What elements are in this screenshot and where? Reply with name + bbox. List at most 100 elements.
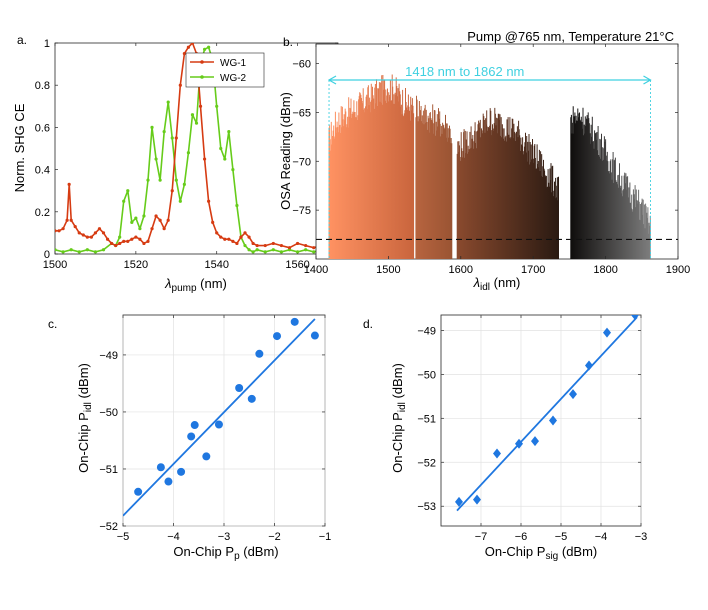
data-point-wg-1: [105, 237, 110, 241]
data-point-circle: [310, 331, 319, 340]
x-tick-label: 1540: [204, 259, 228, 271]
legend-box: [185, 52, 265, 88]
data-point-wg-1: [198, 104, 203, 108]
legend-marker-wg2: [200, 75, 204, 79]
data-point-wg-2: [247, 248, 251, 252]
data-point-wg-1: [89, 235, 93, 239]
data-point-wg-1: [255, 243, 259, 248]
panel-c-points-layer: [134, 317, 319, 496]
data-point-wg-1: [182, 51, 186, 56]
data-point-wg-2: [243, 243, 247, 248]
panel-c-ylabel: On-Chip Pidl (dBm): [76, 363, 94, 473]
panel-c-fit-layer: [123, 318, 316, 517]
data-point-diamond: [631, 315, 639, 320]
data-point-wg-2: [227, 130, 231, 134]
data-point-wg-1: [154, 214, 158, 218]
linear-fit-line: [456, 316, 638, 512]
data-point-wg-1: [114, 243, 118, 248]
linear-fit-line: [123, 318, 316, 517]
data-point-diamond: [585, 360, 593, 371]
data-point-wg-2: [190, 113, 195, 117]
data-point-wg-1: [170, 189, 174, 193]
data-point-wg-1: [251, 241, 255, 246]
data-point-wg-2: [142, 214, 146, 218]
x-tick-label: 1520: [124, 259, 148, 271]
data-point-wg-2: [150, 125, 154, 129]
panel-a-letter: a.: [17, 33, 27, 47]
y-tick-label: 0.8: [35, 80, 50, 92]
panel-c-xlabel-unit: (dBm): [240, 544, 279, 559]
data-point-wg-2: [271, 248, 275, 252]
data-point-wg-2: [219, 146, 223, 151]
data-point-wg-2: [77, 250, 81, 254]
panel-d-ticks: −7 −6 −5 −4 −3 −53 −52 −51 −50 −49: [417, 315, 647, 543]
data-point-diamond: [473, 494, 481, 505]
data-point-wg-2: [61, 250, 65, 254]
data-point-wg-1: [65, 218, 69, 222]
data-point-wg-1: [211, 220, 215, 224]
data-point-wg-2: [174, 178, 178, 182]
x-tick-label: −3: [635, 531, 648, 543]
data-point-wg-1: [235, 241, 239, 246]
x-tick-label: −7: [475, 531, 488, 543]
x-tick-label: 1600: [449, 264, 473, 276]
data-point-diamond: [515, 438, 523, 449]
panel-a-ylabel: Norm. SHG CE: [12, 103, 27, 192]
panel-c-xlabel-sub: p: [234, 551, 240, 562]
data-point-wg-2: [162, 130, 166, 134]
x-tick-label: −4: [167, 531, 180, 543]
panel-d-letter: d.: [363, 317, 373, 331]
panel-b-range-text: 1418 nm to 1862 nm: [405, 64, 524, 79]
data-point-wg-1: [77, 231, 81, 235]
data-point-diamond: [455, 496, 463, 507]
data-point-circle: [290, 317, 299, 326]
data-point-wg-2: [122, 199, 126, 203]
panel-d-fit-layer: [456, 316, 638, 512]
data-point-wg-1: [67, 182, 71, 186]
data-point-wg-1: [158, 218, 162, 222]
data-point-wg-2: [118, 235, 122, 239]
y-tick-label: −50: [99, 407, 118, 419]
data-point-diamond: [493, 448, 501, 459]
data-point-wg-1: [162, 227, 166, 231]
data-point-diamond: [569, 389, 577, 400]
data-point-wg-2: [146, 178, 150, 182]
panel-c-xlabel: On-Chip Pp (dBm): [173, 544, 278, 562]
panel-d-points-layer: [455, 315, 639, 507]
data-point-circle: [156, 463, 165, 472]
data-point-wg-2: [182, 182, 186, 186]
data-point-wg-1: [81, 233, 85, 237]
panel-c-ticks: −5 −4 −3 −2 −1 −52 −51 −50 −49: [99, 315, 331, 543]
data-point-wg-2: [101, 248, 106, 252]
x-tick-label: −5: [117, 531, 130, 543]
data-point-wg-1: [61, 227, 65, 231]
data-point-wg-2: [154, 157, 158, 161]
data-point-diamond: [549, 415, 557, 426]
data-point-circle: [190, 421, 199, 430]
x-tick-label: −3: [218, 531, 231, 543]
data-point-wg-1: [227, 237, 231, 241]
panel-b-letter: b.: [283, 35, 293, 49]
panel-b-range-annotation: [327, 75, 652, 259]
legend-label-wg2: WG-2: [220, 73, 247, 84]
panel-a-xlabel: λpump (nm): [164, 276, 227, 294]
data-point-wg-1: [97, 227, 102, 231]
data-point-circle: [255, 349, 264, 358]
data-point-circle: [214, 420, 223, 429]
y-tick-label: −52: [99, 521, 118, 533]
data-point-wg-2: [251, 250, 255, 254]
panel-c-ylabel-sub: idl: [83, 402, 94, 412]
data-point-wg-1: [101, 231, 106, 235]
data-point-wg-1: [279, 243, 283, 248]
data-point-wg-1: [295, 241, 300, 246]
x-tick-label: −2: [268, 531, 281, 543]
data-point-wg-1: [178, 83, 182, 87]
panel-b-ylabel: OSA Reading (dBm): [278, 92, 293, 210]
data-point-wg-1: [150, 227, 154, 231]
data-point-wg-1: [73, 224, 77, 229]
panel-a-legend: WG-1 WG-2: [185, 52, 265, 88]
data-point-wg-2: [207, 45, 211, 49]
y-tick-label: 0.2: [35, 207, 50, 219]
y-tick-label: −75: [292, 205, 311, 217]
